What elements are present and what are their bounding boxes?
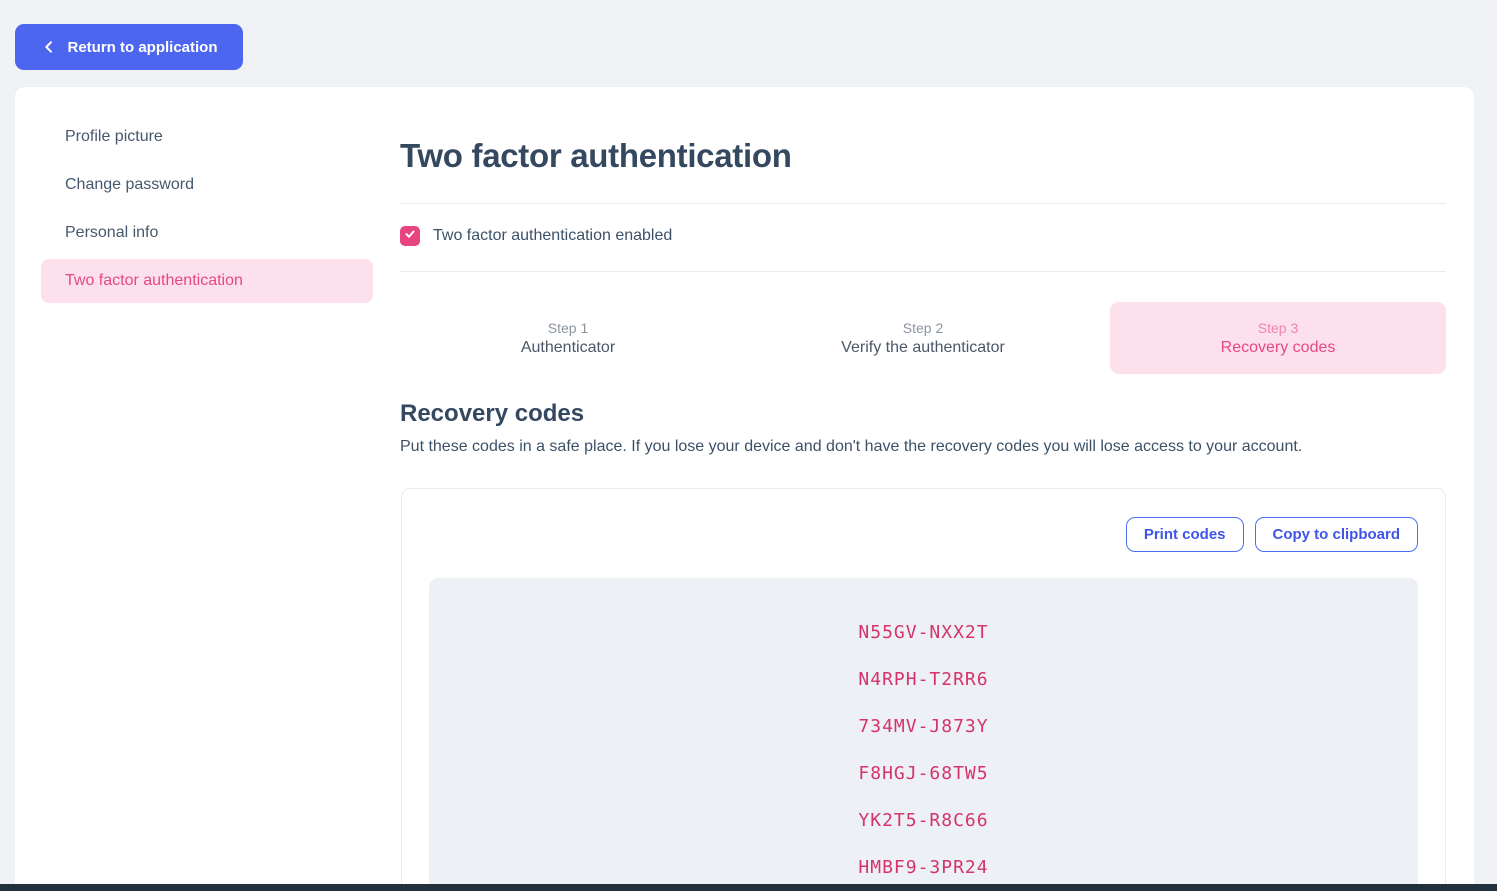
step-label: Verify the authenticator bbox=[841, 338, 1005, 356]
divider bbox=[400, 271, 1446, 272]
recovery-code: N55GV-NXX2T bbox=[858, 622, 989, 643]
step-label: Recovery codes bbox=[1220, 338, 1336, 356]
chevron-left-icon bbox=[41, 39, 57, 55]
divider bbox=[400, 203, 1446, 204]
recovery-code: F8HGJ-68TW5 bbox=[858, 763, 989, 784]
step-number: Step 3 bbox=[1257, 319, 1299, 336]
copy-to-clipboard-button[interactable]: Copy to clipboard bbox=[1254, 517, 1418, 552]
bottom-edge-bar bbox=[0, 884, 1497, 891]
recovery-code: HMBF9-3PR24 bbox=[858, 857, 989, 878]
step-indicator: Step 1 Authenticator Step 2 Verify the a… bbox=[400, 302, 1446, 374]
panel-actions: Print codes Copy to clipboard bbox=[1125, 517, 1418, 552]
two-factor-enabled-row[interactable]: Two factor authentication enabled bbox=[400, 226, 672, 246]
sidebar-item-label: Two factor authentication bbox=[65, 272, 243, 289]
checkmark-icon bbox=[404, 227, 416, 245]
step-1-authenticator: Step 1 Authenticator bbox=[400, 302, 736, 374]
recovery-codes-title: Recovery codes bbox=[400, 400, 585, 427]
step-3-recovery-codes: Step 3 Recovery codes bbox=[1110, 302, 1446, 374]
sidebar-item-two-factor-authentication[interactable]: Two factor authentication bbox=[41, 259, 373, 303]
settings-card: Profile picture Change password Personal… bbox=[15, 87, 1474, 891]
recovery-code: N4RPH-T2RR6 bbox=[858, 669, 989, 690]
recovery-code: YK2T5-R8C66 bbox=[858, 810, 989, 831]
checkbox-checked[interactable] bbox=[400, 226, 420, 246]
step-label: Authenticator bbox=[520, 338, 616, 356]
sidebar-item-change-password[interactable]: Change password bbox=[41, 163, 373, 207]
return-to-application-button[interactable]: Return to application bbox=[15, 24, 243, 70]
return-button-label: Return to application bbox=[67, 38, 218, 56]
sidebar-item-label: Personal info bbox=[65, 224, 159, 241]
checkbox-label: Two factor authentication enabled bbox=[433, 227, 673, 244]
page-title: Two factor authentication bbox=[400, 137, 792, 174]
sidebar-item-profile-picture[interactable]: Profile picture bbox=[41, 115, 373, 159]
recovery-code: 734MV-J873Y bbox=[858, 716, 989, 737]
sidebar-item-label: Profile picture bbox=[65, 128, 163, 145]
step-2-verify-authenticator: Step 2 Verify the authenticator bbox=[755, 302, 1091, 374]
step-number: Step 2 bbox=[902, 319, 944, 336]
recovery-codes-list: N55GV-NXX2T N4RPH-T2RR6 734MV-J873Y F8HG… bbox=[429, 578, 1418, 891]
recovery-codes-panel: Print codes Copy to clipboard N55GV-NXX2… bbox=[401, 488, 1446, 891]
print-codes-button[interactable]: Print codes bbox=[1125, 517, 1244, 552]
sidebar-item-personal-info[interactable]: Personal info bbox=[41, 211, 373, 255]
sidebar-item-label: Change password bbox=[65, 176, 194, 193]
recovery-codes-description: Put these codes in a safe place. If you … bbox=[400, 438, 1303, 455]
sidebar-nav: Profile picture Change password Personal… bbox=[41, 115, 373, 307]
step-number: Step 1 bbox=[547, 319, 589, 336]
